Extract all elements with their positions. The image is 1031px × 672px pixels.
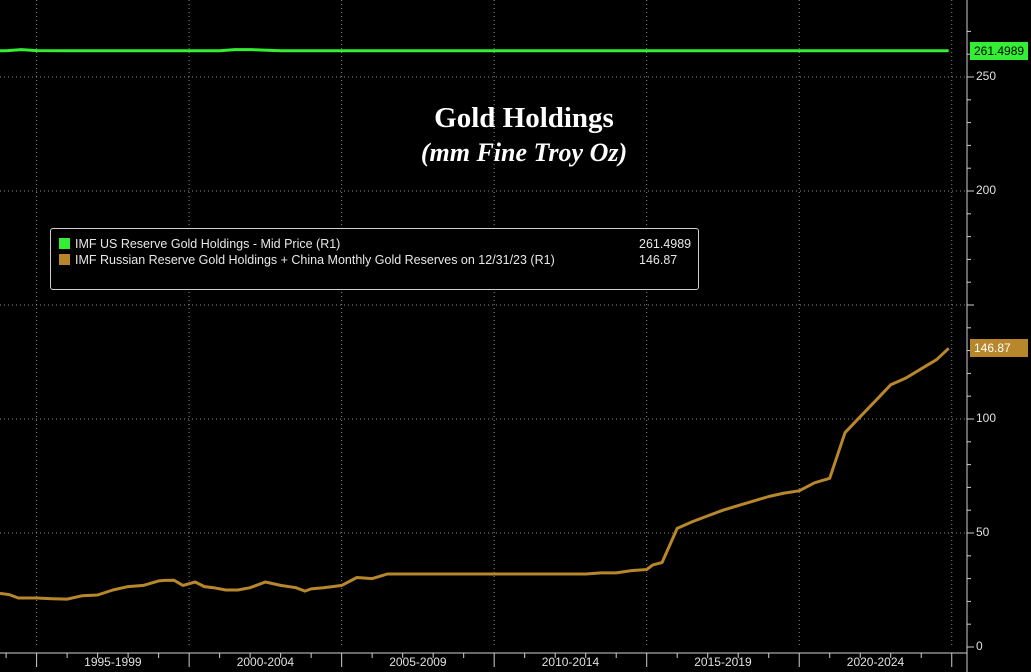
legend-value-us: 261.4989 [639, 237, 692, 251]
x-tick-label: 2010-2014 [541, 655, 600, 669]
legend-label-russia-china: IMF Russian Reserve Gold Holdings + Chin… [75, 253, 555, 267]
y-tick-label: 200 [976, 183, 997, 197]
legend-swatch-russia-china [59, 254, 70, 265]
legend: IMF US Reserve Gold Holdings - Mid Price… [50, 228, 699, 290]
x-tick-label: 1995-1999 [84, 655, 142, 669]
series-line-russia-china [0, 347, 950, 601]
y-tick-label: 0 [976, 639, 983, 653]
chart-subtitle: (mm Fine Troy Oz) [420, 138, 628, 167]
legend-swatch-us [59, 238, 70, 249]
last-value-badge-russia-china: 146.87 [970, 339, 1028, 358]
axes [0, 0, 974, 672]
x-tick-label: 2020-2024 [846, 655, 905, 669]
legend-value-russia-china: 146.87 [639, 253, 678, 267]
grid-lines [0, 0, 967, 647]
y-tick-label: 100 [976, 411, 997, 425]
x-tick-label: 2005-2009 [389, 655, 447, 669]
y-tick-label: 50 [976, 525, 990, 539]
legend-label-us: IMF US Reserve Gold Holdings - Mid Price… [75, 237, 341, 251]
y-tick-label: 250 [976, 69, 997, 83]
series-lines [0, 48, 950, 601]
series-line-us [0, 48, 949, 53]
x-tick-label: 2000-2004 [236, 655, 295, 669]
x-tick-label: 2015-2019 [694, 655, 752, 669]
last-value-badge-us: 261.4989 [970, 41, 1028, 60]
chart-title: Gold Holdings [434, 102, 614, 134]
